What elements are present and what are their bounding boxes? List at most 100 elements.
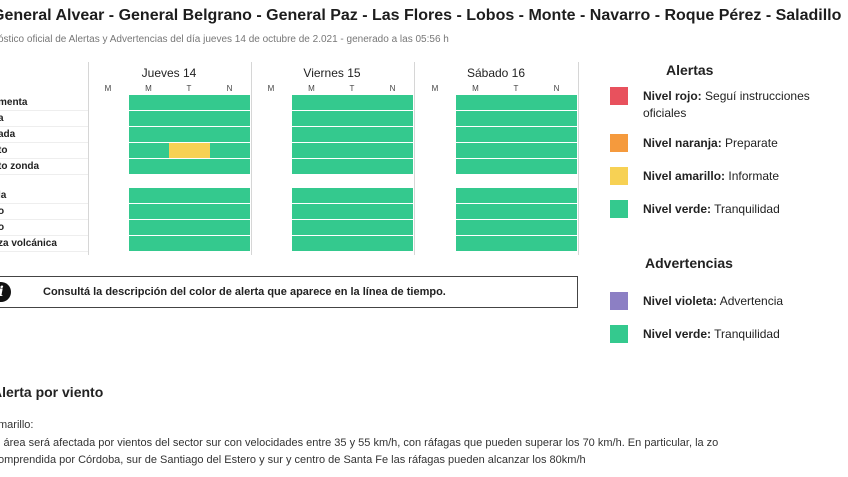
slot-label: M <box>104 84 112 93</box>
timeline-cell <box>536 188 577 203</box>
timeline-cell <box>209 95 250 110</box>
alert-heading: Alerta por viento <box>0 384 104 400</box>
slot-label: T <box>186 84 192 93</box>
timeline-cell <box>496 220 537 235</box>
timeline-cell <box>332 111 373 126</box>
alert-description-line2: omprendida por Córdoba, sur de Santiago … <box>0 454 586 466</box>
timeline-cell <box>536 111 577 126</box>
day-divider <box>251 62 252 255</box>
timeline-cell <box>372 204 413 219</box>
timeline-cell <box>332 204 373 219</box>
timeline-cell <box>496 159 537 174</box>
legend-text: Nivel rojo: Seguí instrucciones oficiale… <box>643 88 843 122</box>
legend-level-name: Nivel rojo: <box>643 89 702 103</box>
timeline-cell <box>169 143 210 158</box>
slot-label: M <box>472 84 479 93</box>
page-title: General Alvear - General Belgrano - Gene… <box>0 7 842 24</box>
row-divider <box>0 251 88 252</box>
legend-level-name: Nivel naranja: <box>643 136 722 150</box>
timeline-cell <box>128 159 169 174</box>
timeline-cell <box>169 188 210 203</box>
legend-alertas-title: Alertas <box>666 62 714 78</box>
day-divider <box>88 62 89 255</box>
row-label: o <box>0 222 5 233</box>
legend-level-name: Nivel amarillo: <box>643 169 726 183</box>
timeline-cell <box>128 188 169 203</box>
timeline-cell <box>332 143 373 158</box>
timeline-cell <box>169 111 210 126</box>
legend-level-name: Nivel violeta: <box>643 294 718 308</box>
day-label: Sábado 16 <box>466 66 526 80</box>
timeline-cell <box>169 220 210 235</box>
timeline-cell <box>455 111 496 126</box>
row-divider <box>0 174 88 175</box>
legend-level-desc: Preparate <box>721 136 778 150</box>
timeline-cell <box>209 111 250 126</box>
legend-swatch <box>610 167 628 185</box>
legend-swatch <box>610 87 628 105</box>
row-divider <box>0 126 88 127</box>
timeline-cell <box>291 95 332 110</box>
timeline-cell <box>209 143 250 158</box>
timeline-cell <box>536 95 577 110</box>
timeline-cell <box>128 220 169 235</box>
timeline-cell <box>496 111 537 126</box>
slot-label: M <box>308 84 315 93</box>
timeline-cell <box>332 95 373 110</box>
row-divider <box>0 235 88 236</box>
timeline-cell <box>291 220 332 235</box>
legend-level-desc: Seguí instrucciones oficiales <box>643 89 810 120</box>
timeline-cell <box>372 95 413 110</box>
alert-level: marillo: <box>0 419 34 431</box>
info-icon: i <box>0 282 11 302</box>
day-divider <box>414 62 415 255</box>
row-label: to zonda <box>0 161 40 172</box>
timeline-cell <box>536 143 577 158</box>
legend-level-name: Nivel verde: <box>643 327 712 341</box>
timeline-cell <box>372 127 413 142</box>
timeline-cell <box>128 127 169 142</box>
timeline-cell <box>372 220 413 235</box>
timeline-cell <box>372 111 413 126</box>
timeline-cell <box>496 236 537 251</box>
row-divider <box>0 142 88 143</box>
timeline-cell <box>169 236 210 251</box>
timeline-cell <box>536 220 577 235</box>
legend-level-desc: Tranquilidad <box>711 327 780 341</box>
legend-text: Nivel verde: Tranquilidad <box>643 201 843 218</box>
timeline-cell <box>455 220 496 235</box>
timeline-cell <box>496 143 537 158</box>
timeline-cell <box>455 143 496 158</box>
timeline-cell <box>128 236 169 251</box>
timeline-cell <box>455 95 496 110</box>
day-label: Viernes 15 <box>303 66 361 80</box>
legend-text: Nivel verde: Tranquilidad <box>643 326 843 343</box>
legend-swatch <box>610 292 628 310</box>
alert-description-line1: l área será afectada por vientos del sec… <box>0 437 719 449</box>
row-divider <box>0 203 88 204</box>
timeline-cell <box>455 188 496 203</box>
legend-text: Nivel violeta: Advertencia <box>643 293 843 310</box>
slot-label: N <box>553 84 560 93</box>
legend-swatch <box>610 134 628 152</box>
timeline-cell <box>169 159 210 174</box>
row-label: ada <box>0 129 16 140</box>
timeline-cell <box>496 204 537 219</box>
timeline-cell <box>209 204 250 219</box>
timeline-cell <box>455 159 496 174</box>
timeline-cell <box>372 159 413 174</box>
slot-label: T <box>349 84 355 93</box>
timeline-cell <box>536 127 577 142</box>
alert-timeline: Jueves 14 M M T N Viernes 15 M M T N Sábado 16 M M T N… <box>0 62 580 257</box>
day-divider <box>578 62 579 255</box>
timeline-cell <box>332 188 373 203</box>
timeline-cell <box>536 159 577 174</box>
timeline-cell <box>209 159 250 174</box>
slot-label: M <box>267 84 275 93</box>
timeline-cell <box>455 204 496 219</box>
row-divider <box>0 110 88 111</box>
slot-label: M <box>431 84 439 93</box>
slot-label: N <box>389 84 396 93</box>
timeline-cell <box>291 159 332 174</box>
legend-level-desc: Tranquilidad <box>711 202 780 216</box>
